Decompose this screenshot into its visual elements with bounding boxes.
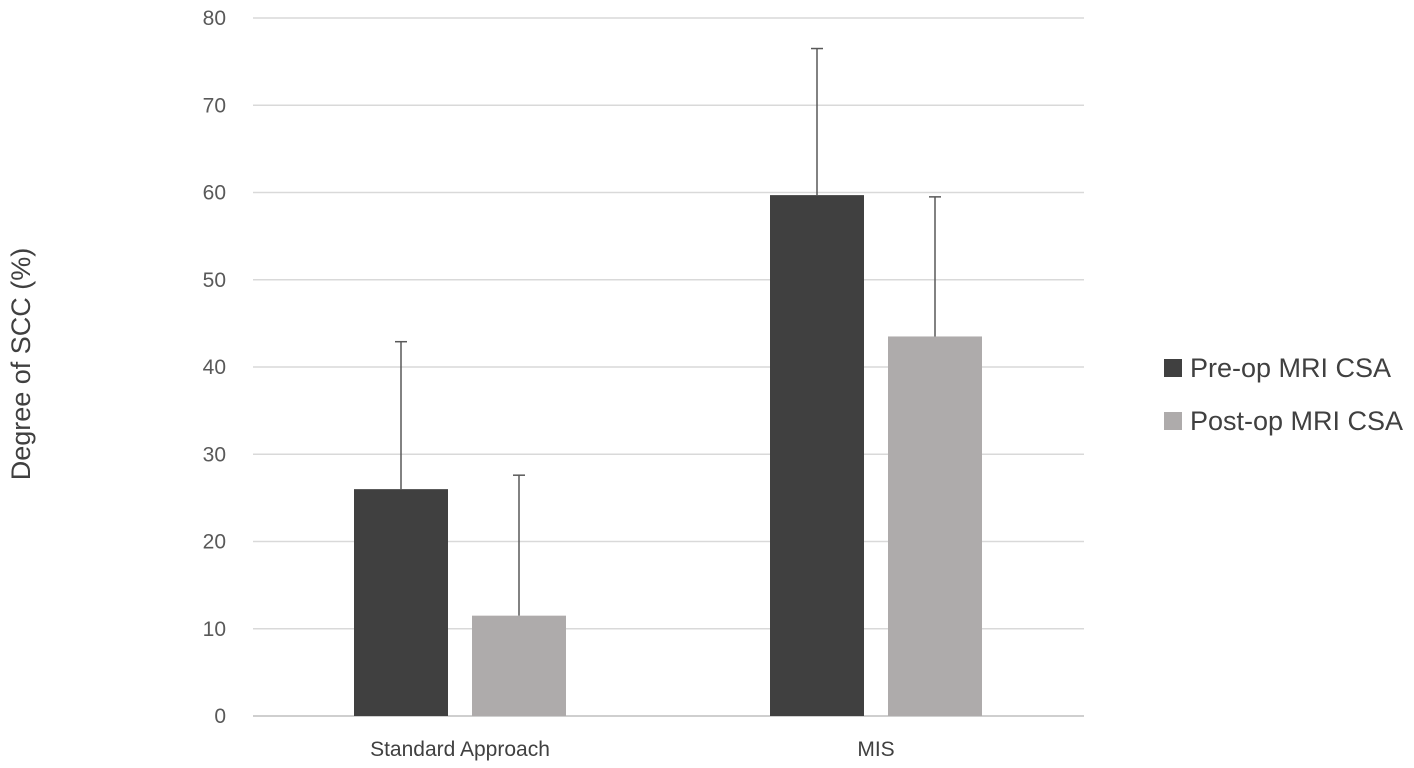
error-bars	[395, 47, 941, 616]
x-category-label: MIS	[857, 738, 894, 761]
y-tick-label: 80	[203, 7, 226, 30]
bars	[354, 195, 982, 716]
bar	[770, 195, 864, 716]
y-tick-label: 30	[203, 443, 226, 466]
legend-label: Post-op MRI CSA	[1190, 406, 1403, 436]
bar	[472, 615, 566, 716]
y-axis-ticks: 0 10 20 30 40 50 60 70 80	[203, 7, 226, 728]
y-tick-label: 10	[203, 618, 226, 641]
legend: Pre-op MRI CSA Post-op MRI CSA	[1164, 353, 1403, 436]
legend-label: Pre-op MRI CSA	[1190, 353, 1391, 383]
legend-swatch	[1164, 412, 1182, 430]
legend-swatch	[1164, 359, 1182, 377]
bar	[888, 336, 982, 716]
x-category-label: Standard Approach	[370, 738, 550, 761]
x-axis: Standard Approach MIS	[370, 738, 895, 761]
y-tick-label: 50	[203, 269, 226, 292]
y-tick-label: 60	[203, 182, 226, 205]
y-tick-label: 70	[203, 94, 226, 117]
y-axis-label: Degree of SCC (%)	[6, 248, 36, 481]
y-tick-label: 20	[203, 531, 226, 554]
bar	[354, 489, 448, 716]
y-tick-label: 0	[214, 705, 226, 728]
y-tick-label: 40	[203, 356, 226, 379]
